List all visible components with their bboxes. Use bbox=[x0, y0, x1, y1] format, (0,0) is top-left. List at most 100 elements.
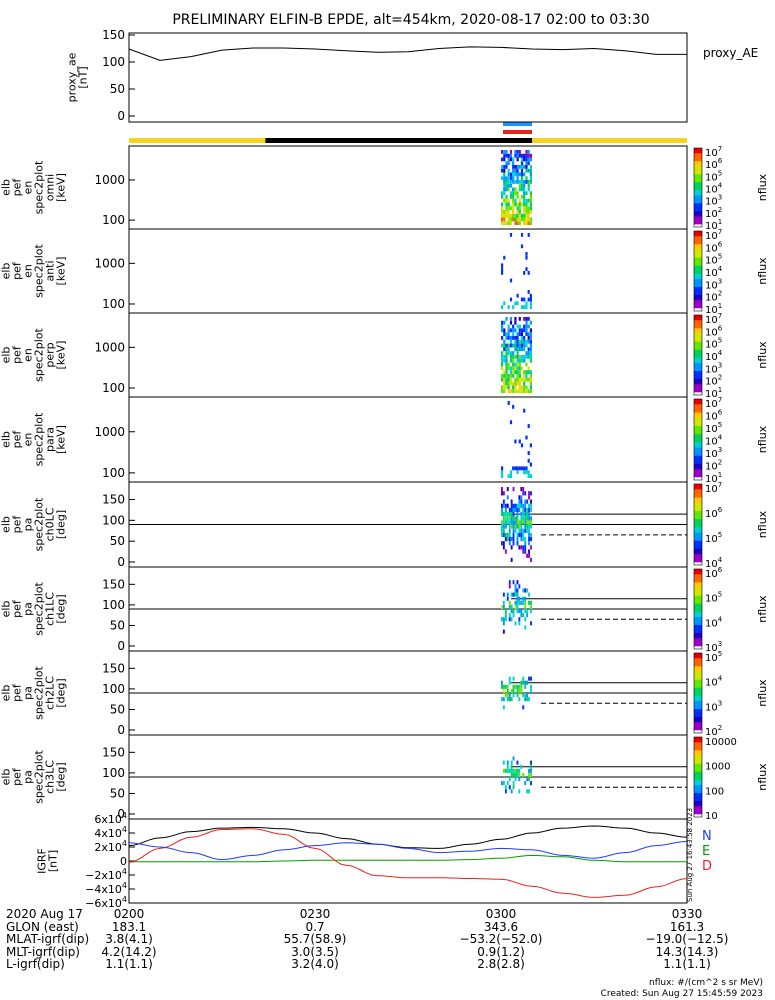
colorbar-swatch bbox=[694, 216, 702, 220]
y-tick-label: 100 bbox=[102, 213, 125, 227]
spectrogram-cell bbox=[520, 217, 524, 222]
spectrogram-cell bbox=[526, 613, 529, 618]
spectrogram-cell bbox=[516, 772, 519, 777]
spectrogram-cell bbox=[527, 324, 530, 329]
spectrogram-cell bbox=[514, 355, 517, 359]
colorbar-swatch bbox=[694, 249, 702, 253]
spectrogram-cell bbox=[505, 336, 508, 340]
spectrogram-cell bbox=[530, 524, 532, 529]
spectrogram-cell bbox=[518, 210, 521, 214]
spectrogram-cell bbox=[506, 764, 509, 769]
spectrogram-cell bbox=[505, 213, 508, 218]
spectrogram-cell bbox=[510, 609, 513, 614]
colorbar-label: nflux bbox=[756, 425, 769, 453]
footer-label: MLT-igrf(dip) bbox=[6, 944, 80, 959]
spectrogram-cell bbox=[516, 580, 519, 585]
spectrogram-cell bbox=[512, 328, 515, 333]
spectrogram-cell bbox=[509, 221, 513, 226]
colorbar-swatch bbox=[694, 574, 702, 578]
spectrogram-cell bbox=[525, 466, 528, 471]
spectrogram-cell bbox=[501, 221, 504, 226]
spectrogram-cell bbox=[516, 202, 519, 207]
spectrogram-cell bbox=[518, 347, 521, 352]
spectrogram-cell bbox=[526, 789, 529, 794]
spectrogram-cell bbox=[512, 688, 515, 693]
footer-value: 3.2(4.0) bbox=[291, 957, 339, 971]
colorbar-swatch bbox=[694, 695, 702, 699]
spectrogram-cell bbox=[509, 355, 513, 359]
spectrogram-cell bbox=[529, 370, 532, 374]
spectrogram-cell bbox=[512, 343, 515, 348]
spectrogram-cell bbox=[516, 377, 519, 382]
spectrogram-cell bbox=[509, 297, 513, 302]
spectrogram-cell bbox=[520, 503, 523, 508]
spectrogram-cell bbox=[505, 370, 508, 374]
spectrogram-cell bbox=[503, 355, 506, 359]
spectrogram-cell bbox=[507, 328, 510, 333]
spectrogram-cell bbox=[512, 512, 515, 517]
spectrogram-cell bbox=[510, 516, 513, 521]
y-tick-label: 100 bbox=[102, 766, 125, 780]
spectrogram-cell bbox=[507, 474, 510, 478]
spectrogram-cell bbox=[503, 255, 506, 260]
spectrogram-cell bbox=[525, 374, 528, 378]
spectrogram-cell bbox=[523, 210, 526, 214]
colorbar-swatch bbox=[694, 158, 702, 162]
axis-label: omni bbox=[44, 174, 57, 201]
colorbar-swatch bbox=[694, 719, 702, 723]
spectrogram-cell bbox=[505, 210, 508, 214]
spectrogram-cell bbox=[529, 336, 532, 340]
colorbar-swatch bbox=[694, 698, 702, 702]
spectrogram-cell bbox=[530, 764, 532, 769]
spectrogram-cell bbox=[518, 499, 521, 504]
colorbar-swatch bbox=[694, 155, 702, 159]
spectrogram-cell bbox=[503, 370, 506, 374]
colorbar-swatch bbox=[694, 803, 702, 807]
colorbar-swatch bbox=[694, 793, 702, 797]
spectrogram-cell bbox=[502, 760, 505, 765]
spectrogram-cell bbox=[512, 157, 515, 162]
spectrogram-cell bbox=[509, 320, 513, 325]
spectrogram-cell bbox=[507, 221, 510, 226]
series-label: E bbox=[702, 844, 710, 859]
colorbar-swatch bbox=[694, 300, 702, 304]
spectrogram-cell bbox=[523, 347, 526, 352]
spectrogram-cell bbox=[523, 202, 526, 207]
spectrogram-cell bbox=[516, 221, 519, 226]
spectrogram-cell bbox=[520, 545, 523, 550]
axis-label: spec2plot bbox=[33, 412, 46, 466]
spectrogram-cell bbox=[525, 221, 528, 226]
spectrogram-cell bbox=[508, 520, 511, 525]
spectrogram-cell bbox=[529, 206, 532, 211]
spectrogram-cell bbox=[527, 474, 530, 478]
spectrogram-cell bbox=[501, 377, 504, 382]
spectrogram-cell bbox=[501, 532, 503, 537]
spectrogram-cell bbox=[514, 768, 517, 773]
axis-label: perp bbox=[44, 342, 57, 367]
spectrogram-cell bbox=[502, 688, 505, 693]
spectrogram-cell bbox=[502, 524, 505, 529]
colorbar-swatch bbox=[694, 187, 702, 191]
spectrogram-cell bbox=[514, 684, 517, 689]
spectrogram-cell bbox=[520, 537, 523, 542]
y-tick-label: 50 bbox=[110, 618, 125, 632]
spectrogram-cell bbox=[501, 343, 504, 348]
spectrogram-cell bbox=[503, 339, 506, 344]
spectrogram-cell bbox=[527, 168, 530, 173]
colorbar-swatch bbox=[694, 635, 702, 639]
spectrogram-cell bbox=[514, 370, 517, 374]
spectrogram-cell bbox=[522, 528, 525, 533]
footer-value: −19.0(−12.5) bbox=[645, 932, 729, 946]
axis-label: [nT] bbox=[77, 66, 90, 88]
spectrogram-cell bbox=[518, 596, 521, 601]
axis-label: spec2plot bbox=[33, 666, 46, 720]
spectrogram-cell bbox=[512, 592, 515, 597]
spectrogram-cell bbox=[516, 206, 519, 211]
spectrogram-cell bbox=[518, 213, 521, 218]
colorbar-swatch bbox=[694, 633, 702, 637]
colorbar-swatch bbox=[694, 551, 702, 555]
spectrogram-cell bbox=[514, 377, 517, 382]
colorbar-swatch bbox=[694, 177, 702, 181]
spectrogram-cell bbox=[512, 684, 515, 689]
spectrogram-cell bbox=[529, 389, 532, 393]
